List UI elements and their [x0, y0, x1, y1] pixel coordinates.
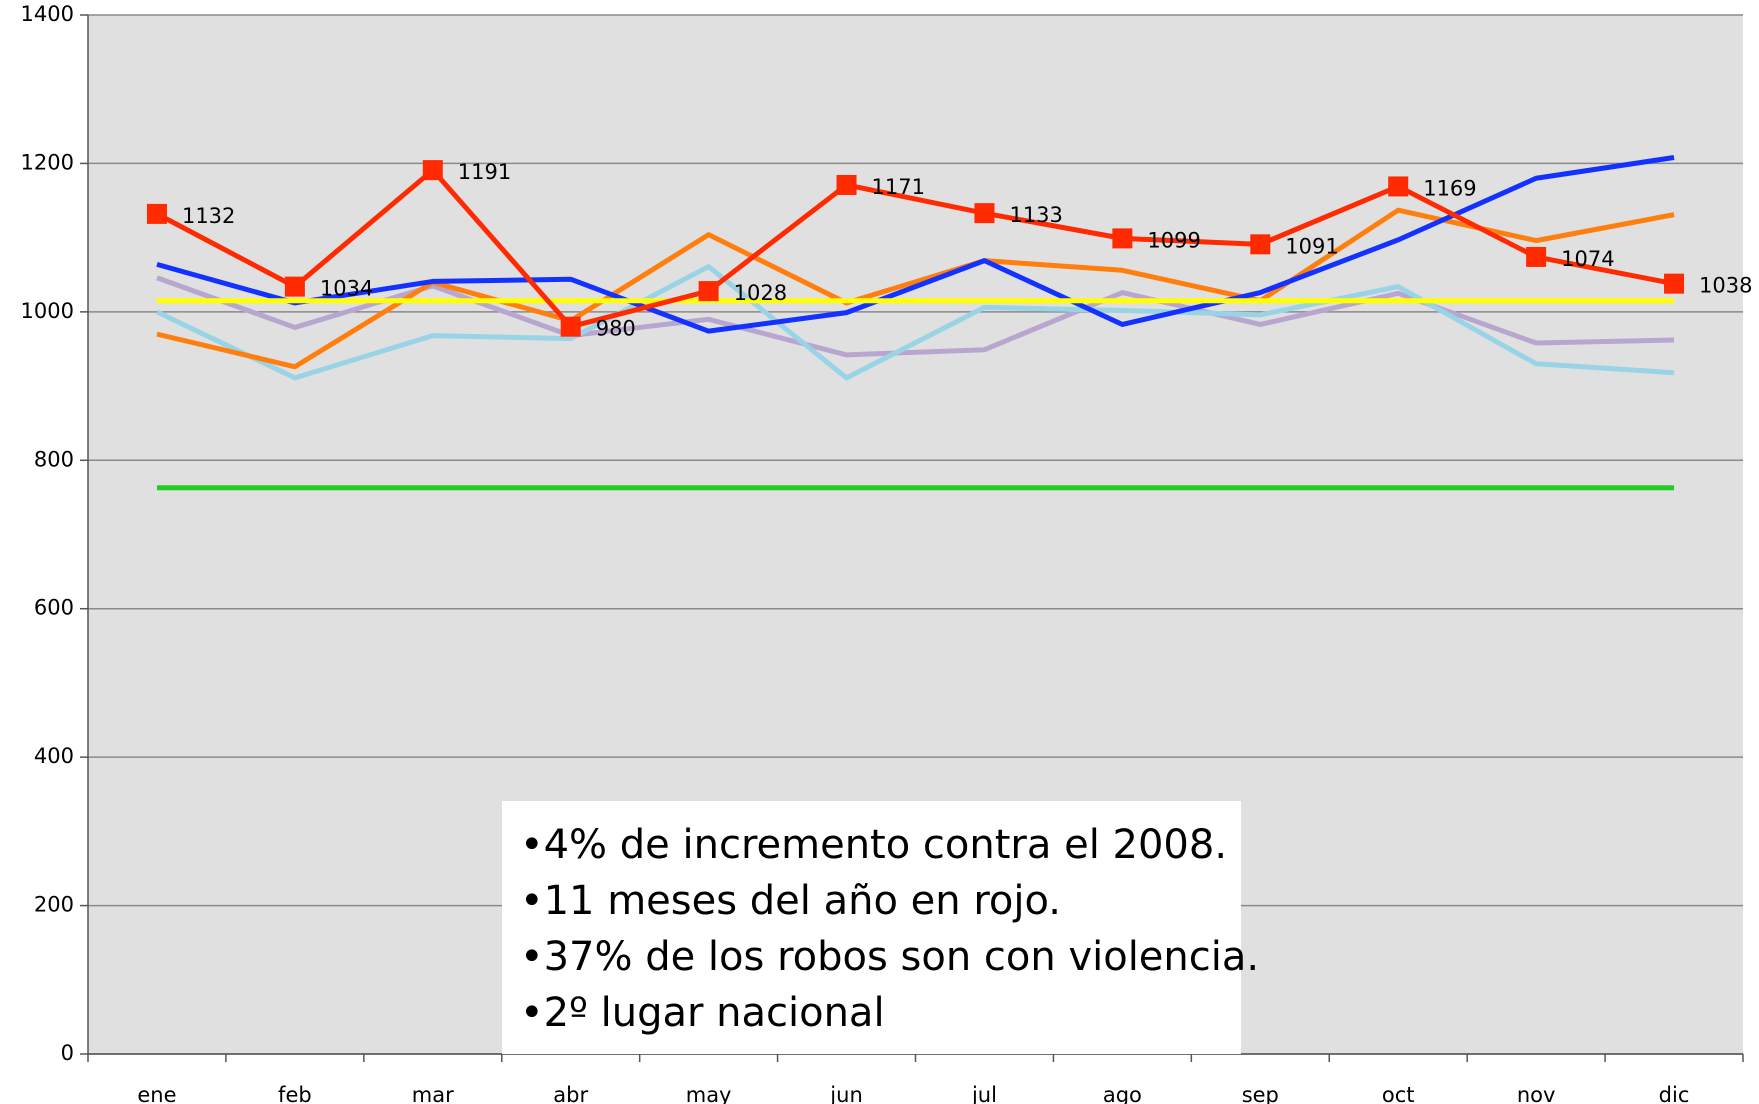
marker	[1112, 228, 1133, 249]
data-label: 1132	[182, 204, 235, 228]
annotation-box	[502, 801, 1241, 1054]
x-tick-label: may	[686, 1083, 732, 1104]
x-tick-label: dic	[1659, 1083, 1690, 1104]
marker	[560, 316, 581, 337]
marker	[146, 203, 167, 224]
marker	[422, 160, 443, 181]
y-tick-label: 1000	[21, 299, 74, 323]
annotation: •37% de los robos son con violencia.	[520, 934, 1259, 980]
x-tick-label: abr	[553, 1083, 588, 1104]
data-label: 1091	[1285, 234, 1338, 258]
annotation: •11 meses del año en rojo.	[520, 878, 1061, 924]
x-tick-label: ago	[1103, 1083, 1142, 1104]
x-tick-label: mar	[412, 1083, 454, 1104]
y-tick-label: 800	[34, 447, 74, 471]
x-tick-label: oct	[1382, 1083, 1415, 1104]
marker	[1664, 273, 1685, 294]
y-tick-label: 1200	[21, 150, 74, 174]
marker	[974, 203, 995, 224]
data-label: 1034	[320, 277, 373, 301]
marker	[1526, 246, 1547, 267]
x-tick-label: jul	[971, 1083, 997, 1104]
data-label: 1191	[458, 160, 511, 184]
data-label: 1133	[1009, 203, 1062, 227]
data-label: 1028	[734, 281, 787, 305]
marker	[1388, 176, 1409, 197]
y-tick-label: 600	[34, 596, 74, 620]
y-tick-label: 200	[34, 893, 74, 917]
data-label: 1074	[1561, 247, 1614, 271]
data-label: 980	[596, 317, 636, 341]
x-tick-label: nov	[1517, 1083, 1556, 1104]
data-label: 1169	[1423, 176, 1476, 200]
series-line	[155, 167, 1675, 330]
y-tick-label: 0	[61, 1041, 74, 1065]
series-line	[156, 207, 1675, 370]
marker	[1250, 234, 1271, 255]
data-label: 1171	[872, 175, 925, 199]
y-tick-label: 1400	[21, 2, 74, 26]
data-label: 1099	[1147, 228, 1200, 252]
x-tick-label: jun	[829, 1083, 862, 1104]
annotation: •2º lugar nacional	[520, 990, 885, 1036]
data-label: 1038	[1699, 274, 1752, 298]
marker	[284, 276, 305, 297]
annotation: •4% de incremento contra el 2008.	[520, 822, 1227, 868]
x-tick-label: sep	[1242, 1083, 1279, 1104]
x-tick-label: feb	[278, 1083, 312, 1104]
series-line	[156, 155, 1675, 334]
marker	[836, 174, 857, 195]
x-tick-label: ene	[137, 1083, 176, 1104]
y-tick-label: 400	[34, 744, 74, 768]
marker	[698, 281, 719, 302]
